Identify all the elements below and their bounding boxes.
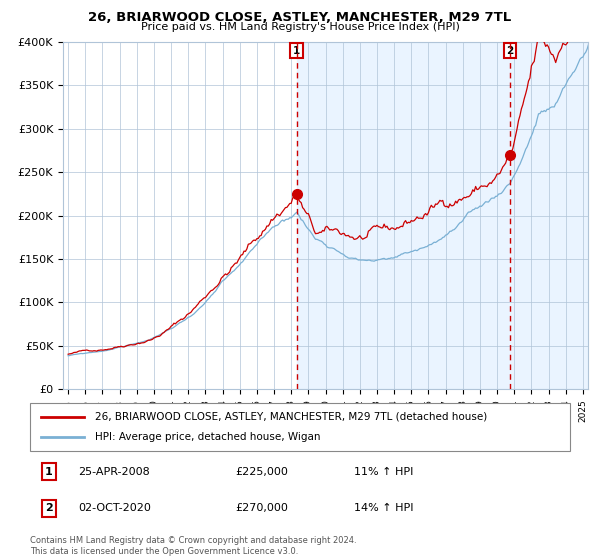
Text: HPI: Average price, detached house, Wigan: HPI: Average price, detached house, Wiga… <box>95 432 320 442</box>
Text: 02-OCT-2020: 02-OCT-2020 <box>79 503 151 513</box>
Text: Price paid vs. HM Land Registry's House Price Index (HPI): Price paid vs. HM Land Registry's House … <box>140 22 460 32</box>
Text: 26, BRIARWOOD CLOSE, ASTLEY, MANCHESTER, M29 7TL: 26, BRIARWOOD CLOSE, ASTLEY, MANCHESTER,… <box>88 11 512 24</box>
Text: Contains HM Land Registry data © Crown copyright and database right 2024.
This d: Contains HM Land Registry data © Crown c… <box>30 536 356 556</box>
Bar <box>296 42 600 389</box>
Text: 1: 1 <box>293 46 301 55</box>
Text: 25-APR-2008: 25-APR-2008 <box>79 467 151 477</box>
FancyBboxPatch shape <box>30 403 570 451</box>
Text: 11% ↑ HPI: 11% ↑ HPI <box>354 467 413 477</box>
Text: 2: 2 <box>45 503 53 513</box>
Text: 14% ↑ HPI: 14% ↑ HPI <box>354 503 413 513</box>
Text: £225,000: £225,000 <box>235 467 288 477</box>
Text: 1: 1 <box>45 467 53 477</box>
Text: £270,000: £270,000 <box>235 503 288 513</box>
Text: 26, BRIARWOOD CLOSE, ASTLEY, MANCHESTER, M29 7TL (detached house): 26, BRIARWOOD CLOSE, ASTLEY, MANCHESTER,… <box>95 412 487 422</box>
Text: 2: 2 <box>506 46 514 55</box>
